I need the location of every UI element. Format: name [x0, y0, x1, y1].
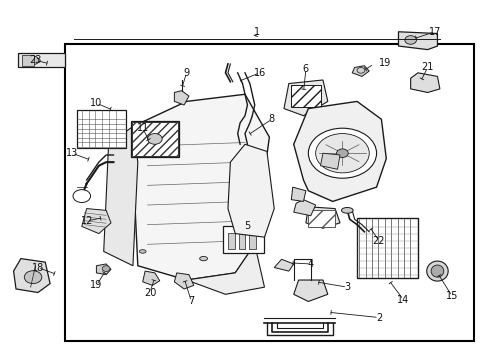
- Polygon shape: [82, 208, 111, 234]
- Text: 17: 17: [429, 27, 441, 37]
- Polygon shape: [174, 273, 194, 289]
- Text: 18: 18: [32, 262, 44, 273]
- Polygon shape: [398, 32, 438, 50]
- Text: 10: 10: [90, 98, 102, 108]
- Bar: [22, 55, 34, 66]
- Text: 7: 7: [188, 296, 195, 306]
- Polygon shape: [97, 264, 111, 275]
- Ellipse shape: [139, 249, 146, 253]
- Text: 11: 11: [137, 123, 149, 133]
- Text: 9: 9: [183, 68, 190, 78]
- Circle shape: [102, 266, 110, 271]
- Circle shape: [27, 56, 39, 64]
- Polygon shape: [294, 102, 386, 202]
- Text: 19: 19: [379, 58, 391, 68]
- Polygon shape: [274, 259, 294, 271]
- Text: 2: 2: [376, 312, 382, 323]
- Text: 5: 5: [245, 221, 250, 231]
- Bar: [239, 233, 245, 249]
- Ellipse shape: [342, 207, 353, 213]
- Text: 8: 8: [269, 114, 275, 124]
- Polygon shape: [306, 207, 340, 228]
- Text: 12: 12: [80, 216, 93, 226]
- Text: 13: 13: [66, 148, 78, 158]
- Circle shape: [147, 134, 162, 144]
- Polygon shape: [19, 53, 65, 67]
- Text: 14: 14: [397, 295, 410, 305]
- Polygon shape: [174, 91, 189, 105]
- Bar: [223, 226, 265, 253]
- Polygon shape: [104, 126, 138, 266]
- Bar: [132, 122, 178, 156]
- Bar: [228, 233, 235, 249]
- Circle shape: [405, 36, 416, 44]
- Text: 19: 19: [90, 280, 102, 291]
- Circle shape: [308, 128, 376, 178]
- Circle shape: [73, 190, 91, 203]
- Bar: [291, 85, 320, 107]
- Circle shape: [316, 134, 369, 173]
- Polygon shape: [143, 271, 160, 285]
- Polygon shape: [352, 66, 369, 76]
- Polygon shape: [284, 80, 328, 116]
- Bar: [130, 121, 179, 157]
- Polygon shape: [133, 94, 270, 280]
- Bar: [65, 44, 474, 341]
- Polygon shape: [294, 200, 316, 216]
- Text: 6: 6: [303, 64, 309, 74]
- Polygon shape: [320, 153, 340, 169]
- Bar: [249, 233, 256, 249]
- Text: 21: 21: [421, 63, 434, 72]
- Text: 22: 22: [373, 236, 385, 246]
- Text: 16: 16: [253, 68, 266, 78]
- Circle shape: [337, 149, 348, 157]
- Polygon shape: [291, 187, 306, 202]
- Bar: [308, 210, 335, 227]
- Text: 20: 20: [144, 288, 156, 297]
- Circle shape: [24, 271, 42, 284]
- Polygon shape: [294, 280, 328, 301]
- Ellipse shape: [427, 261, 448, 281]
- Polygon shape: [14, 258, 50, 293]
- Polygon shape: [187, 244, 265, 294]
- Text: 15: 15: [446, 291, 458, 301]
- Bar: [77, 111, 125, 148]
- Ellipse shape: [200, 256, 207, 261]
- Polygon shape: [228, 144, 274, 237]
- Text: 1: 1: [254, 27, 260, 37]
- Ellipse shape: [431, 265, 444, 277]
- Text: 4: 4: [308, 259, 314, 269]
- Polygon shape: [411, 73, 440, 93]
- Text: 23: 23: [29, 55, 42, 65]
- Text: 3: 3: [344, 282, 350, 292]
- Bar: [357, 217, 418, 278]
